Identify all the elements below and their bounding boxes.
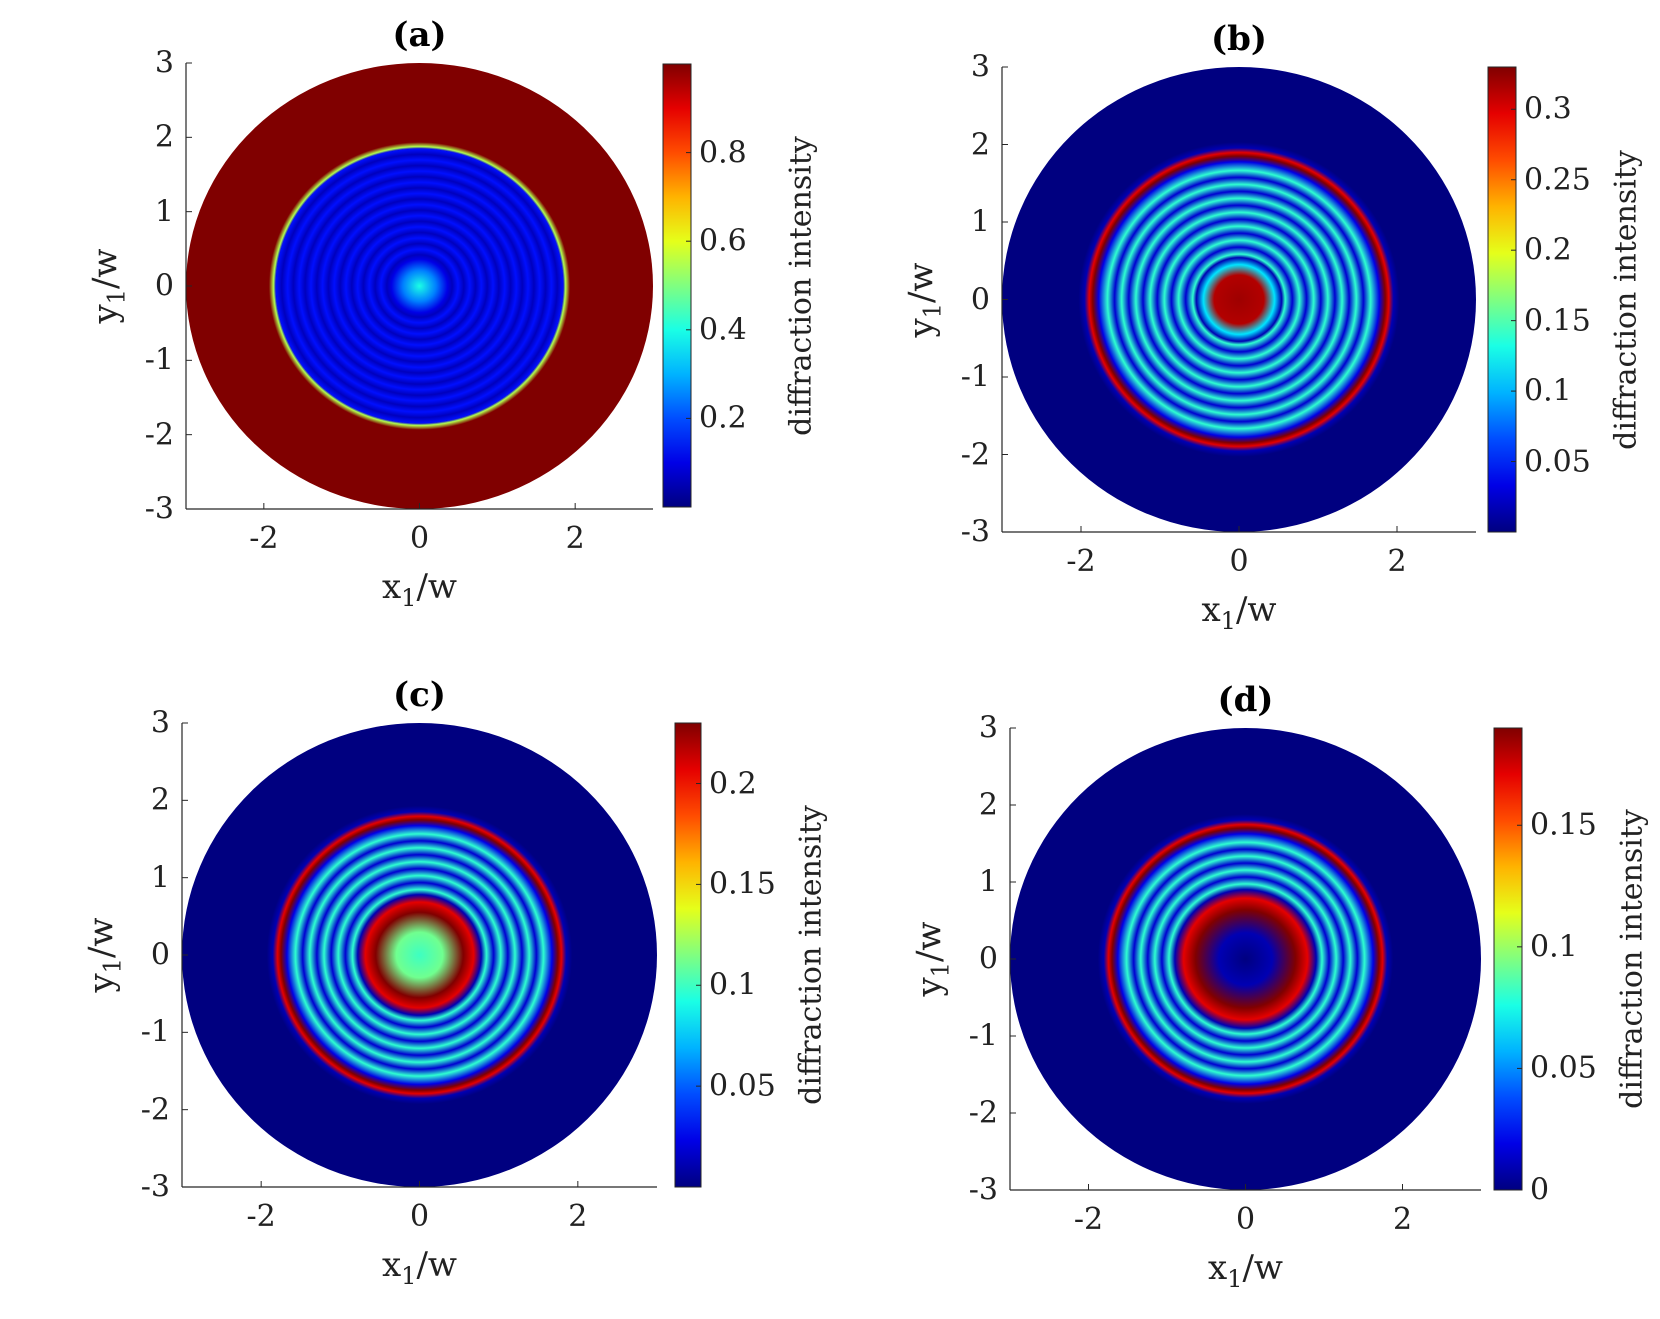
panel-a-ytick-label: -1 <box>144 342 174 378</box>
panel-a-title: (a) <box>392 15 447 55</box>
panel-c-ytick-label: 1 <box>150 860 170 896</box>
panel-c-colorbar-tick-label: 0.05 <box>709 1068 776 1104</box>
panel-b-ytick-label: 3 <box>970 49 990 85</box>
panel-d-xtick-label: -2 <box>1073 1202 1104 1237</box>
panel-b-colorbar <box>1487 66 1517 533</box>
panel-c-ytick-label: -3 <box>140 1169 170 1205</box>
panel-d-ytick-label: 3 <box>978 710 998 746</box>
panel-b-xtick-label: 2 <box>1387 544 1407 579</box>
panel-b-xtick-label: -2 <box>1066 544 1096 579</box>
panel-a-ytick-label: 2 <box>154 119 174 155</box>
panel-a-ytick-label: -3 <box>144 491 174 527</box>
panel-d-intensity-disk <box>1010 728 1481 1190</box>
panel-b-colorbar-tick-label: 0.05 <box>1524 444 1591 480</box>
panel-c-ytick-label: 3 <box>150 705 170 741</box>
panel-d-ylabel: y1/w <box>909 921 955 997</box>
panel-b-ytick-label: -3 <box>960 514 990 550</box>
panel-a-ytick-label: -2 <box>144 417 174 453</box>
panel-b-colorbar-tick-label: 0.1 <box>1524 373 1572 409</box>
panel-d-ytick-label: -2 <box>968 1095 998 1131</box>
panel-c-ytick-label: 2 <box>150 782 170 818</box>
panel-b-xlabel: x1/w <box>1201 590 1277 635</box>
panel-b-ytick-label: -2 <box>960 437 990 472</box>
panel-b-colorbar-tick-label: 0.3 <box>1524 91 1572 127</box>
panel-a-colorbar-tick-label: 0.6 <box>699 223 747 259</box>
panel-d-ytick-label: 1 <box>978 864 998 900</box>
panel-d-colorbar-tick-label: 0.15 <box>1530 807 1597 843</box>
panel-a-colorbar-tick-label: 0.4 <box>699 312 747 348</box>
panel-c-title: (c) <box>393 675 446 715</box>
panel-b-ytick-label: 0 <box>970 282 990 317</box>
panel-a-xtick-label: -2 <box>249 521 279 556</box>
panel-c-ytick-label: 0 <box>150 937 170 973</box>
panel-c-intensity-disk <box>182 723 657 1187</box>
panel-b-colorbar-tick-label: 0.25 <box>1524 162 1591 198</box>
panel-b-colorbar-tick-label: 0.15 <box>1524 303 1591 339</box>
panel-c-xlabel: x1/w <box>381 1245 458 1290</box>
panel-d-ytick-label: -1 <box>968 1018 998 1054</box>
panel-a-xtick-label: 0 <box>409 521 430 556</box>
panel-a-xtick-label: 2 <box>565 521 585 556</box>
panel-d-xlabel: x1/w <box>1207 1248 1284 1293</box>
panel-c-ytick-label: -2 <box>140 1092 170 1128</box>
panel-b-xtick-label: 0 <box>1229 544 1249 579</box>
panel-c-ytick-label: -1 <box>140 1014 170 1050</box>
panel-d-colorbar-tick-label: 0 <box>1530 1172 1550 1208</box>
panel-d-ytick-label: -3 <box>968 1172 998 1208</box>
panel-d-ytick-label: 0 <box>978 941 998 977</box>
panel-d-xtick-label: 0 <box>1235 1202 1256 1237</box>
panel-c-colorbar-tick-label: 0.2 <box>709 766 757 802</box>
panel-d-colorbar-tick-label: 0.1 <box>1530 929 1578 965</box>
panel-c-xtick-label: -2 <box>246 1199 276 1234</box>
panel-d-colorbar <box>1493 727 1523 1191</box>
panel-d-title: (d) <box>1217 680 1274 720</box>
panel-a-colorbar-tick-label: 0.2 <box>699 400 747 436</box>
panel-d-ytick-label: 2 <box>978 787 998 823</box>
panel-b-title: (b) <box>1211 19 1267 59</box>
panel-d-colorbar-label: diffraction intensity <box>1614 809 1650 1109</box>
panel-a-intensity-disk <box>186 63 653 509</box>
panel-a-ytick-label: 1 <box>154 194 174 230</box>
panel-a-colorbar <box>662 63 692 508</box>
panel-a-ytick-label: 0 <box>154 268 174 304</box>
panel-c-xtick-label: 0 <box>409 1199 430 1234</box>
panel-c-colorbar-tick-label: 0.1 <box>709 967 757 1003</box>
panel-b-ytick-label: 1 <box>970 204 990 240</box>
panel-c-colorbar <box>674 722 702 1188</box>
panel-b-ytick-label: 2 <box>970 127 990 162</box>
panel-c-xtick-label: 2 <box>568 1199 588 1234</box>
panel-d-xtick-label: 2 <box>1392 1202 1413 1237</box>
panel-b-colorbar-tick-label: 0.2 <box>1524 232 1572 268</box>
panel-b-ytick-label: -1 <box>960 359 990 395</box>
panel-a-ytick-label: 3 <box>154 45 174 81</box>
panel-b-intensity-disk <box>1002 67 1476 532</box>
panel-d-colorbar-tick-label: 0.05 <box>1530 1050 1597 1086</box>
panel-c-colorbar-tick-label: 0.15 <box>709 866 776 902</box>
panel-a-colorbar-tick-label: 0.8 <box>699 135 747 171</box>
panel-a-xlabel: x1/w <box>381 567 458 612</box>
